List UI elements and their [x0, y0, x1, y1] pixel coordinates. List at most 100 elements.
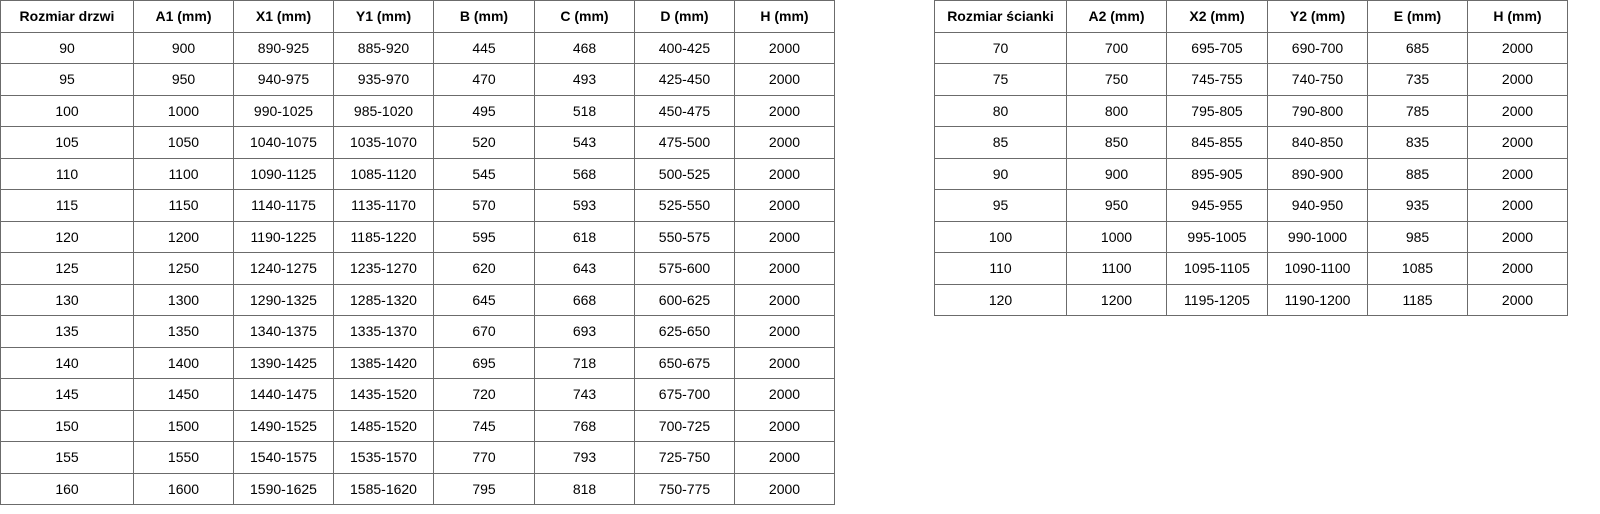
- table-cell: 1585-1620: [333, 472, 434, 505]
- table-cell: 2000: [734, 63, 835, 96]
- table-cell: 793: [534, 441, 635, 474]
- table-row: 115 1150 1140-1175 1135-1170 570 593 525-550 20…: [0, 189, 835, 222]
- table-row: 95 950 940-975 935-970 470 493 425-450 2000: [0, 63, 835, 96]
- table-row: 110 1100 1095-1105 1090-1100 1085 2000: [934, 252, 1568, 285]
- table-cell: 95: [0, 63, 134, 96]
- table-cell: 750-775: [634, 472, 735, 505]
- table-cell: 1240-1275: [233, 252, 334, 285]
- table-cell: 545: [433, 157, 535, 190]
- table-cell: 70: [934, 31, 1067, 64]
- column-header: Rozmiar ścianki: [934, 0, 1067, 33]
- table-cell: 990-1000: [1267, 220, 1368, 253]
- table-cell: 1435-1520: [333, 378, 434, 411]
- table-cell: 1600: [133, 472, 234, 505]
- table-row: 95 950 945-955 940-950 935 2000: [934, 189, 1568, 222]
- table-cell: 2000: [734, 126, 835, 159]
- table-cell: 1150: [133, 189, 234, 222]
- table-cell: 985-1020: [333, 94, 434, 127]
- header-row: Rozmiar drzwi A1 (mm) X1 (mm) Y1 (mm) B (mm)…: [0, 0, 835, 33]
- table-cell: 495: [433, 94, 535, 127]
- table-cell: 570: [433, 189, 535, 222]
- table-cell: 1450: [133, 378, 234, 411]
- table-cell: 125: [0, 252, 134, 285]
- column-header: A2 (mm): [1066, 0, 1167, 33]
- table-cell: 493: [534, 63, 635, 96]
- table-cell: 1400: [133, 346, 234, 379]
- table-cell: 1000: [1066, 220, 1167, 253]
- table-cell: 700-725: [634, 409, 735, 442]
- column-header: Y2 (mm): [1267, 0, 1368, 33]
- table-cell: 115: [0, 189, 134, 222]
- table-cell: 135: [0, 315, 134, 348]
- table-cell: 1390-1425: [233, 346, 334, 379]
- column-header: Rozmiar drzwi: [0, 0, 134, 33]
- table-cell: 80: [934, 94, 1067, 127]
- table-cell: 110: [934, 252, 1067, 285]
- table-cell: 695-705: [1166, 31, 1268, 64]
- table-cell: 150: [0, 409, 134, 442]
- table-cell: 800: [1066, 94, 1167, 127]
- table-cell: 2000: [1467, 126, 1568, 159]
- table-cell: 575-600: [634, 252, 735, 285]
- table-cell: 1235-1270: [333, 252, 434, 285]
- table-cell: 568: [534, 157, 635, 190]
- table-row: 90 900 890-925 885-920 445 468 400-425 2000: [0, 31, 835, 64]
- table-cell: 160: [0, 472, 134, 505]
- table-row: 100 1000 990-1025 985-1020 495 518 450-475 2000: [0, 94, 835, 127]
- table-row: 120 1200 1195-1205 1190-1200 1185 2000: [934, 283, 1568, 316]
- table-cell: 518: [534, 94, 635, 127]
- table-cell: 2000: [734, 472, 835, 505]
- table-row: 100 1000 995-1005 990-1000 985 2000: [934, 220, 1568, 253]
- table-cell: 2000: [734, 409, 835, 442]
- table-cell: 1085-1120: [333, 157, 434, 190]
- table-cell: 1200: [1066, 283, 1167, 316]
- table-cell: 620: [433, 252, 535, 285]
- table-cell: 995-1005: [1166, 220, 1268, 253]
- table-cell: 1035-1070: [333, 126, 434, 159]
- table-cell: 700: [1066, 31, 1167, 64]
- table-cell: 130: [0, 283, 134, 316]
- table-cell: 2000: [734, 189, 835, 222]
- table-cell: 1385-1420: [333, 346, 434, 379]
- table-cell: 650-675: [634, 346, 735, 379]
- table-cell: 2000: [734, 283, 835, 316]
- table-cell: 745: [433, 409, 535, 442]
- table-cell: 2000: [734, 252, 835, 285]
- table-cell: 1090-1100: [1267, 252, 1368, 285]
- table-cell: 1490-1525: [233, 409, 334, 442]
- table-cell: 1000: [133, 94, 234, 127]
- table-cell: 1535-1570: [333, 441, 434, 474]
- table-cell: 840-850: [1267, 126, 1368, 159]
- column-header: D (mm): [634, 0, 735, 33]
- table-cell: 990-1025: [233, 94, 334, 127]
- column-header: H (mm): [1467, 0, 1568, 33]
- table-cell: 2000: [734, 31, 835, 64]
- table-cell: 950: [1066, 189, 1167, 222]
- table-cell: 895-905: [1166, 157, 1268, 190]
- table-cell: 618: [534, 220, 635, 253]
- table-cell: 1190-1200: [1267, 283, 1368, 316]
- table-cell: 645: [433, 283, 535, 316]
- table-row: 85 850 845-855 840-850 835 2000: [934, 126, 1568, 159]
- table-cell: 1250: [133, 252, 234, 285]
- table-cell: 693: [534, 315, 635, 348]
- table-cell: 2000: [734, 315, 835, 348]
- table-cell: 890-900: [1267, 157, 1368, 190]
- table-cell: 900: [1066, 157, 1167, 190]
- table-row: 145 1450 1440-1475 1435-1520 720 743 675-700 20…: [0, 378, 835, 411]
- table-cell: 735: [1367, 63, 1468, 96]
- table-cell: 900: [133, 31, 234, 64]
- table-cell: 1550: [133, 441, 234, 474]
- table-cell: 675-700: [634, 378, 735, 411]
- table-cell: 718: [534, 346, 635, 379]
- table-cell: 750: [1066, 63, 1167, 96]
- table-row: 75 750 745-755 740-750 735 2000: [934, 63, 1568, 96]
- table-cell: 2000: [1467, 63, 1568, 96]
- table-cell: 1350: [133, 315, 234, 348]
- table-cell: 1200: [133, 220, 234, 253]
- table-row: 120 1200 1190-1225 1185-1220 595 618 550-575 20…: [0, 220, 835, 253]
- table-cell: 95: [934, 189, 1067, 222]
- table-cell: 785: [1367, 94, 1468, 127]
- table-cell: 450-475: [634, 94, 735, 127]
- wall-size-table: Rozmiar ścianki A2 (mm) X2 (mm) Y2 (mm) E (m…: [934, 0, 1568, 316]
